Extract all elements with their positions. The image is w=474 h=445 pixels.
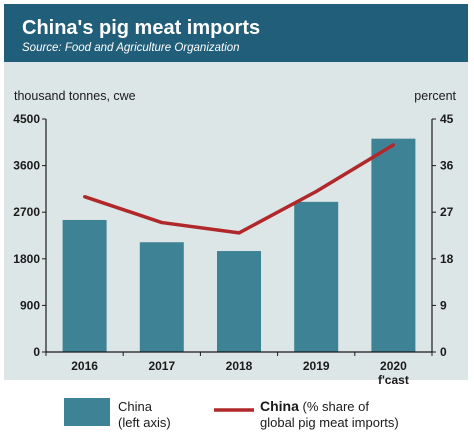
bar-series — [62, 138, 416, 352]
right-tick-label: 18 — [440, 252, 454, 266]
bar-2018 — [217, 251, 261, 352]
right-tick-label: 9 — [440, 298, 447, 312]
legend-line-label-bold: China — [260, 398, 299, 414]
axes — [45, 119, 433, 356]
share-point-2019 — [314, 189, 318, 194]
left-axis-label: thousand tonnes, cwe — [14, 89, 136, 103]
chart-header: China's pig meat imports Source: Food an… — [4, 4, 468, 62]
legend-bar-sublabel: (left axis) — [118, 415, 171, 430]
left-tick-label: 900 — [20, 298, 40, 312]
legend-line-sublabel: global pig meat imports) — [260, 415, 399, 430]
share-point-2016 — [83, 195, 87, 199]
left-tick-label: 1800 — [13, 252, 40, 266]
left-tick-label: 2700 — [13, 205, 40, 219]
right-tick-label: 27 — [440, 205, 454, 219]
x-tick-label: 2020 — [380, 359, 407, 373]
left-tick-label: 3600 — [13, 159, 40, 173]
bar-2016 — [62, 219, 107, 352]
right-axis-ticks: 0 9 18 27 36 45 — [432, 112, 454, 359]
x-tick-label: 2018 — [226, 359, 253, 373]
x-tick-label: 2019 — [303, 359, 330, 373]
x-tick-sublabel: f'cast — [378, 373, 409, 387]
share-line — [84, 143, 395, 235]
bar-2020 — [371, 138, 416, 352]
share-point-2018 — [237, 231, 241, 235]
legend-bar-swatch — [64, 398, 110, 426]
right-axis-label: percent — [414, 89, 456, 103]
left-tick-label: 4500 — [13, 112, 40, 126]
chart-source: Source: Food and Agriculture Organizatio… — [22, 42, 240, 54]
share-point-2020 — [391, 143, 395, 147]
legend-line-label: China (% share of — [260, 398, 369, 414]
left-axis-ticks: 0 900 1800 2700 3600 4500 — [13, 112, 46, 359]
share-point-2017 — [160, 220, 164, 225]
chart-title: China's pig meat imports — [22, 17, 261, 39]
legend-line-label-rest: (% share of — [299, 399, 369, 414]
bar-2019 — [294, 201, 339, 352]
right-tick-label: 36 — [440, 159, 454, 173]
right-tick-label: 0 — [440, 345, 447, 359]
bar-2017 — [139, 242, 184, 352]
right-tick-label: 45 — [440, 112, 454, 126]
x-tick-label: 2016 — [71, 359, 98, 373]
legend-bar-label: China — [118, 399, 153, 414]
line-series — [83, 143, 395, 235]
left-tick-label: 0 — [33, 345, 40, 359]
x-tick-label: 2017 — [148, 359, 175, 373]
